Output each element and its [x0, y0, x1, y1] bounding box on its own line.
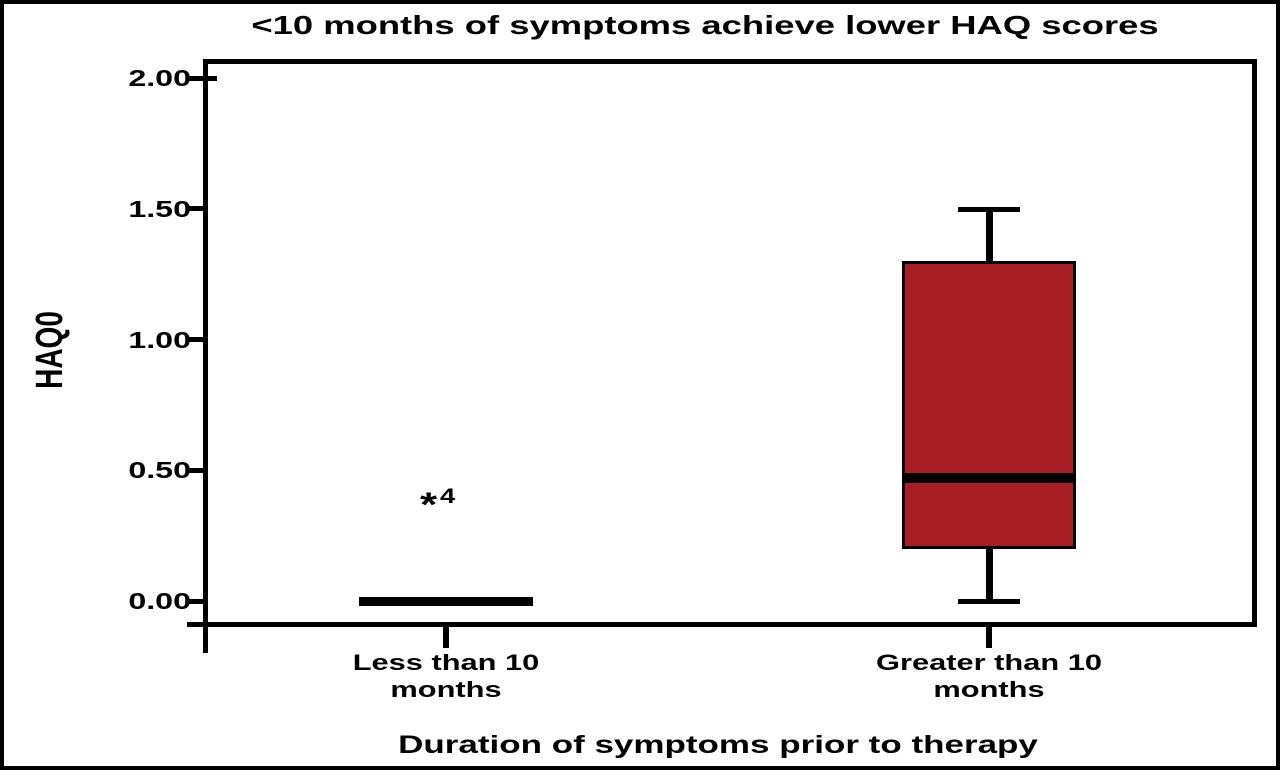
y-tick-label: 2.00 [128, 65, 191, 91]
x-tick [986, 627, 992, 648]
y-tick-label: 1.50 [128, 195, 191, 222]
y-tick [187, 467, 204, 473]
y-tick-label: 0.50 [128, 457, 191, 484]
x-category-label-greater-than-10: Greater than 10 months [779, 649, 1199, 703]
plot-frame [203, 59, 1257, 627]
y-tick-label: 0.00 [128, 588, 191, 614]
upper-whisker-line [985, 208, 993, 262]
category-label-line: months [390, 677, 502, 702]
x-tick [443, 627, 449, 648]
y-tick [187, 206, 204, 212]
y-axis-extension [203, 627, 208, 653]
category-label-line: Less than 10 [352, 650, 540, 675]
x-axis-label: Duration of symptoms prior to therapy [398, 731, 1038, 759]
chart-title: <10 months of symptoms achieve lower HAQ… [251, 10, 1159, 40]
plot-area: 2.00 1.50 1.00 0.50 0.00 * 4 [4, 4, 1276, 766]
median-line [902, 473, 1076, 484]
collapsed-box [359, 596, 533, 606]
x-category-label-less-than-10: Less than 10 months [236, 649, 656, 703]
y-tick [187, 337, 204, 342]
lower-whisker-line [985, 548, 993, 601]
category-label-line: months [933, 677, 1045, 702]
upper-whisker-cap [958, 206, 1020, 212]
outlier-asterisk: * [420, 485, 438, 524]
lower-whisker-cap [958, 599, 1020, 604]
y-tick [187, 75, 217, 81]
y-tick-label: 1.00 [128, 326, 191, 353]
y-tick [187, 598, 204, 604]
outlier-case-label: 4 [440, 484, 456, 508]
category-label-line: Greater than 10 [876, 650, 1102, 675]
x-axis-extension [187, 622, 203, 627]
iqr-box [902, 261, 1076, 549]
